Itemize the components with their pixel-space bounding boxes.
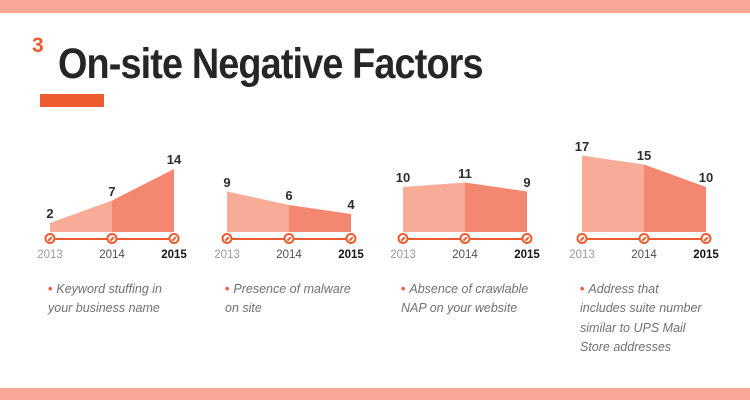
title-underline-bar xyxy=(40,94,104,107)
chart-crawlable-nap: 10 11 9 2013 2014 2015 • Absence of crawl… xyxy=(390,130,543,388)
area-segment-2013-2014 xyxy=(582,155,644,232)
area-chart: 17 15 10 xyxy=(575,139,713,232)
bullet-icon: • xyxy=(580,282,585,296)
axis-marker-icon xyxy=(576,233,588,244)
chart-caption: • Keyword stuffing in your business name xyxy=(48,280,188,319)
value-label: 7 xyxy=(108,183,116,199)
tick-2013: 2013 xyxy=(37,249,63,261)
chart-caption: • Presence of malware on site xyxy=(225,280,365,319)
tick-2015: 2015 xyxy=(161,249,187,261)
axis-marker-icon xyxy=(168,233,180,244)
tick-2014: 2014 xyxy=(452,249,478,261)
area-chart-svg xyxy=(227,191,351,232)
chart-caption: • Absence of crawlable NAP on your websit… xyxy=(401,280,541,319)
area-segment-2014-2015 xyxy=(289,205,351,232)
area-chart: 10 11 9 xyxy=(396,152,531,232)
area-chart-svg xyxy=(50,169,174,232)
area-segment-2014-2015 xyxy=(112,169,174,232)
area-segment-2014-2015 xyxy=(465,182,527,232)
chart-caption: • Address that includes suite number simi… xyxy=(580,280,720,358)
bullet-icon: • xyxy=(401,282,406,296)
chart-keyword-stuffing: 2 7 14 2013 2014 2015 • Keyword stuffing … xyxy=(37,130,190,388)
tick-2014: 2014 xyxy=(631,249,657,261)
value-label: 4 xyxy=(347,197,355,212)
area-segment-2013-2014 xyxy=(227,191,289,232)
bullet-icon: • xyxy=(48,282,53,296)
caption-text: Absence of crawlable NAP on your website xyxy=(401,282,529,316)
bullet-icon: • xyxy=(225,282,230,296)
value-label: 15 xyxy=(636,147,652,163)
value-label: 10 xyxy=(698,170,714,185)
value-label: 11 xyxy=(458,165,472,181)
value-label: 14 xyxy=(166,152,182,167)
axis-marker-icon xyxy=(459,233,471,244)
value-label: 6 xyxy=(285,188,293,203)
caption-text: Keyword stuffing in your business name xyxy=(48,282,162,316)
axis-marker-icon xyxy=(700,233,712,244)
x-axis-ticks: 2013 2014 2015 xyxy=(390,249,540,263)
area-chart-svg xyxy=(403,182,527,232)
axis-marker-icon xyxy=(221,233,233,244)
slide-number: 3 xyxy=(32,34,44,57)
axis-marker-icon xyxy=(345,233,357,244)
area-chart: 9 6 4 xyxy=(223,152,355,232)
area-chart-svg xyxy=(582,155,706,232)
value-label: 17 xyxy=(574,138,590,154)
axis-marker-icon xyxy=(283,233,295,244)
x-axis-ticks: 2013 2014 2015 xyxy=(569,249,719,263)
bottom-accent-strip xyxy=(0,388,750,400)
caption-text: Address that includes suite number simil… xyxy=(580,282,702,355)
tick-2013: 2013 xyxy=(390,249,416,261)
area-segment-2013-2014 xyxy=(403,182,465,232)
area-chart: 2 7 14 xyxy=(46,152,181,232)
value-label: 9 xyxy=(223,174,231,190)
value-label: 10 xyxy=(395,170,411,185)
caption-text: Presence of malware on site xyxy=(225,282,351,316)
axis-marker-icon xyxy=(44,233,56,244)
tick-2015: 2015 xyxy=(338,249,364,261)
tick-2014: 2014 xyxy=(99,249,125,261)
tick-2013: 2013 xyxy=(214,249,240,261)
x-axis-ticks: 2013 2014 2015 xyxy=(37,249,187,263)
tick-2014: 2014 xyxy=(276,249,302,261)
chart-malware: 9 6 4 2013 2014 2015 • Presence of malwar… xyxy=(214,130,367,388)
x-axis xyxy=(576,233,712,245)
value-label: 9 xyxy=(523,174,531,190)
tick-2015: 2015 xyxy=(693,249,719,261)
value-label: 2 xyxy=(46,206,54,221)
chart-suite-address: 17 15 10 2013 2014 2015 • Address that in… xyxy=(569,130,722,388)
x-axis xyxy=(397,233,533,245)
tick-2013: 2013 xyxy=(569,249,595,261)
page-title: On-site Negative Factors xyxy=(58,40,484,88)
x-axis xyxy=(221,233,357,245)
axis-marker-icon xyxy=(397,233,409,244)
area-segment-2013-2014 xyxy=(50,200,112,232)
top-accent-strip xyxy=(0,0,750,13)
tick-2015: 2015 xyxy=(514,249,540,261)
x-axis-ticks: 2013 2014 2015 xyxy=(214,249,364,263)
axis-marker-icon xyxy=(521,233,533,244)
area-segment-2014-2015 xyxy=(644,164,706,232)
axis-marker-icon xyxy=(106,233,118,244)
axis-marker-icon xyxy=(638,233,650,244)
x-axis xyxy=(44,233,180,245)
